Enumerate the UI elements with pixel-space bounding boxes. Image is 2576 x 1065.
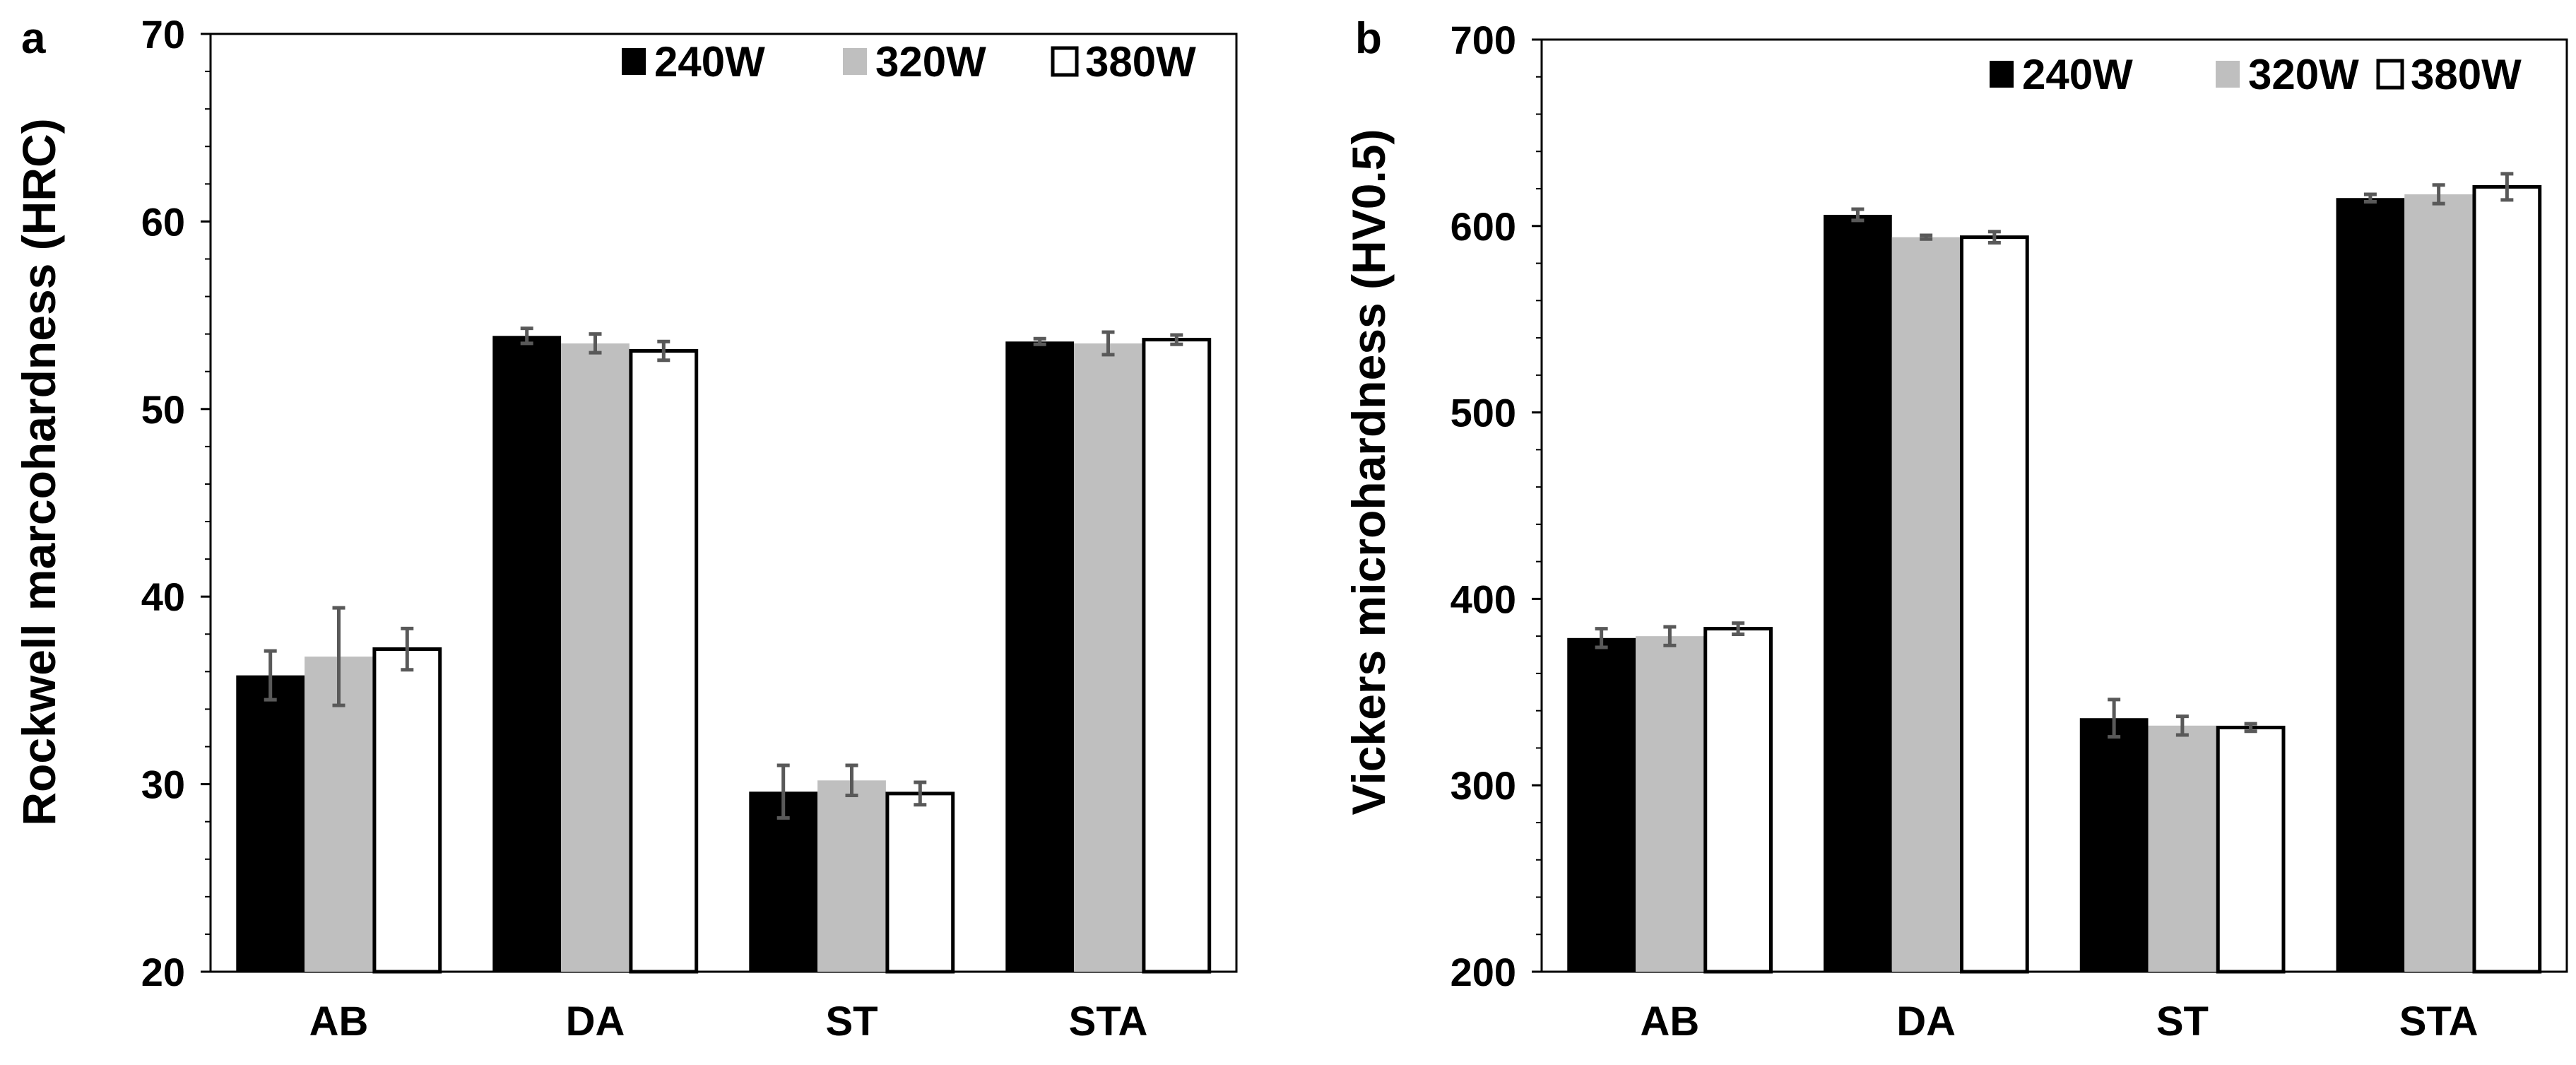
y-tick-label: 600 [1451,204,1516,249]
panel-b-plot-area [1540,38,2568,973]
x-category-label: STA [2399,999,2478,1045]
bar-ab-320w [305,657,373,972]
bar-st-320w [817,780,886,972]
panel-a-bars [236,336,1212,974]
x-category-label: AB [1640,999,1699,1045]
y-tick-label: 200 [1451,950,1516,994]
bar-ab-380w [372,647,442,974]
plot-frame [209,33,1238,973]
y-tick-label: 70 [141,12,185,57]
legend-swatch-240w [622,48,646,75]
legend-label-320w: 320W [2248,51,2359,98]
bar-ab-240w [1567,637,1636,972]
panel-a-error-bars [264,326,1183,820]
bar-da-320w [1891,237,1961,972]
panel-a-legend: 240W 320W 380W [622,38,1196,86]
legend-label-240w: 240W [2022,51,2133,98]
panel-a-plot-area [209,33,1238,973]
plot-frame [1540,38,2568,973]
bar-ab-240w [236,675,305,972]
bar-da-380w [1959,235,2029,974]
bar-ab-380w [1703,627,1773,974]
bar-sta-240w [1005,341,1075,972]
legend-label-320w: 320W [875,38,986,86]
legend-swatch-320w [843,48,867,75]
bar-sta-320w [1074,343,1142,972]
legend-swatch-320w [2216,61,2240,88]
panel-b-error-bars [1595,172,2514,739]
legend-label-380w: 380W [2411,51,2522,98]
legend-swatch-380w [1051,46,1079,77]
bar-sta-240w [2336,198,2405,972]
bar-da-380w [629,349,699,974]
panel-a-letter: a [21,14,46,63]
bar-st-320w [2148,725,2217,972]
y-tick-label: 20 [141,950,185,994]
panel-b-letter: b [1355,14,1382,63]
bar-sta-320w [2404,194,2473,972]
x-category-label: DA [566,999,625,1045]
x-category-label: DA [1896,999,1956,1045]
panel-b-y-ticks: 200 300 400 500 600 700 [1451,18,1542,994]
panel-a-x-categories: AB DA ST STA [309,999,1148,1045]
bar-sta-380w [1142,338,1212,974]
legend-swatch-380w [2376,59,2404,90]
y-tick-label: 500 [1451,391,1516,435]
bar-da-240w [1824,214,1892,972]
x-category-label: AB [309,999,369,1045]
legend-swatch-240w [1990,61,2014,88]
panel-a-y-ticks: 20 30 40 50 60 70 [141,12,211,994]
bar-da-240w [492,336,562,972]
bar-da-320w [561,343,630,972]
y-tick-label: 30 [141,763,185,807]
bar-ab-320w [1636,636,1704,972]
legend-label-380w: 380W [1085,38,1196,86]
y-tick-label: 700 [1451,18,1516,62]
bar-st-240w [749,792,818,972]
legend-label-240w: 240W [654,38,765,86]
x-category-label: ST [825,999,878,1045]
y-tick-label: 300 [1451,763,1516,808]
bar-st-240w [2079,718,2149,972]
y-tick-label: 60 [141,199,185,244]
panel-b-legend: 240W 320W 380W [1990,51,2522,98]
bar-st-380w [2216,725,2286,974]
panel-b-hv-chart: b Vickers microhardness (HV0.5) 200 300 40… [1342,14,2568,1045]
y-tick-label: 50 [141,387,185,432]
x-category-label: STA [1069,999,1148,1045]
panel-a-hrc-chart: a Rockwell marcohardness (HRC) 20 30 40 50 6… [13,12,1238,1045]
panel-b-x-categories: AB DA ST STA [1640,999,2478,1045]
bar-sta-380w [2472,184,2542,974]
x-category-label: ST [2156,999,2209,1045]
panel-a-y-axis-title: Rockwell marcohardness (HRC) [13,118,65,825]
panel-b-bars [1567,184,2542,974]
bar-st-380w [885,792,955,974]
panel-b-y-axis-title: Vickers microhardness (HV0.5) [1342,129,1395,816]
y-tick-label: 40 [141,575,185,619]
y-tick-label: 400 [1451,577,1516,621]
